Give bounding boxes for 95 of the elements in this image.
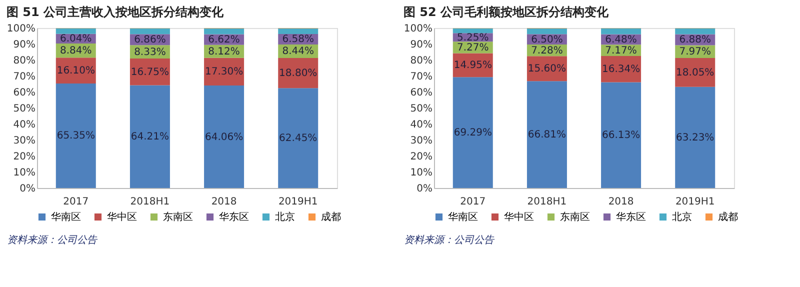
data-label: 16.75% xyxy=(130,66,170,78)
data-label: 65.35% xyxy=(56,130,95,142)
legend-label: 北京 xyxy=(672,211,692,223)
legend-label: 华东区 xyxy=(616,211,646,223)
data-label: 6.58% xyxy=(282,34,314,46)
data-label: 8.44% xyxy=(282,46,314,58)
data-label: 62.45% xyxy=(279,133,318,144)
data-label: 6.88% xyxy=(679,34,711,46)
y-tick-label: 0% xyxy=(20,184,36,194)
y-tick-label: 100% xyxy=(6,24,36,34)
bar xyxy=(278,28,318,34)
data-label: 8.33% xyxy=(134,46,166,58)
bar xyxy=(675,28,716,34)
x-tick-label: 2018 xyxy=(211,196,237,208)
bar xyxy=(601,28,642,34)
data-label: 18.05% xyxy=(676,67,714,78)
legend-label: 华中区 xyxy=(504,211,534,223)
data-label: 66.13% xyxy=(602,130,640,142)
bar xyxy=(130,85,170,188)
bar xyxy=(452,77,493,188)
bar xyxy=(130,28,170,34)
y-tick-label: 80% xyxy=(410,56,432,66)
data-label: 16.34% xyxy=(602,64,640,76)
data-label: 69.29% xyxy=(454,128,492,139)
bar xyxy=(56,28,96,34)
data-label: 5.25% xyxy=(457,32,489,44)
data-label: 6.62% xyxy=(208,34,240,46)
data-label: 64.06% xyxy=(204,132,244,143)
y-tick-label: 50% xyxy=(13,104,36,114)
y-tick-label: 80% xyxy=(13,56,36,66)
data-label: 7.17% xyxy=(605,45,637,56)
y-tick-label: 100% xyxy=(404,24,432,34)
x-tick-label: 2018 xyxy=(608,196,634,208)
legend-label: 华中区 xyxy=(107,211,137,223)
legend-label: 成都 xyxy=(321,211,341,223)
data-label: 6.48% xyxy=(605,34,637,46)
x-tick-label: 2017 xyxy=(63,196,89,208)
y-tick-label: 50% xyxy=(410,104,432,114)
data-label: 6.04% xyxy=(60,34,92,45)
legend-label: 北京 xyxy=(275,211,295,223)
y-tick-label: 30% xyxy=(410,136,432,146)
x-tick-label: 2019H1 xyxy=(675,196,715,208)
legend-label: 东南区 xyxy=(163,211,193,223)
data-label: 64.21% xyxy=(130,132,170,143)
data-label: 6.50% xyxy=(531,34,563,46)
data-label: 7.97% xyxy=(679,46,711,58)
y-tick-label: 90% xyxy=(13,40,36,50)
bar xyxy=(601,82,642,188)
y-tick-label: 60% xyxy=(13,88,36,98)
x-tick-label: 2019H1 xyxy=(278,196,318,208)
text: 资料来源：公司公告 xyxy=(404,234,495,246)
y-tick-label: 40% xyxy=(410,120,432,130)
data-label: 7.27% xyxy=(457,42,489,54)
data-label: 7.28% xyxy=(531,45,563,56)
legend-label: 华南区 xyxy=(51,211,81,223)
bar xyxy=(204,28,244,34)
y-tick-label: 10% xyxy=(410,168,432,178)
data-label: 63.23% xyxy=(676,132,714,144)
x-tick-label: 2018H1 xyxy=(527,196,567,208)
bar xyxy=(452,28,493,34)
bar xyxy=(526,81,567,188)
y-tick-label: 60% xyxy=(410,88,432,98)
data-label: 15.60% xyxy=(528,64,566,75)
data-label: 66.81% xyxy=(528,130,566,141)
y-tick-label: 90% xyxy=(410,40,432,50)
y-tick-label: 20% xyxy=(13,152,36,162)
data-label: 8.84% xyxy=(60,46,92,57)
y-tick-label: 10% xyxy=(13,168,36,178)
bar xyxy=(526,28,567,34)
y-tick-label: 0% xyxy=(416,184,432,194)
y-tick-label: 20% xyxy=(410,152,432,162)
bar xyxy=(204,86,244,188)
data-label: 6.86% xyxy=(134,34,166,46)
y-tick-label: 40% xyxy=(13,120,36,130)
data-label: 17.30% xyxy=(204,66,244,78)
bar xyxy=(56,83,96,188)
y-tick-label: 70% xyxy=(13,72,36,82)
data-label: 16.10% xyxy=(56,66,95,77)
bar xyxy=(130,58,170,86)
x-tick-label: 2018H1 xyxy=(130,196,170,208)
y-tick-label: 30% xyxy=(13,136,36,146)
bar xyxy=(278,88,318,188)
bar xyxy=(675,86,716,188)
y-tick-label: 70% xyxy=(410,72,432,82)
data-label: 18.80% xyxy=(279,68,318,80)
data-label: 8.12% xyxy=(208,46,240,58)
legend-label: 华东区 xyxy=(219,211,249,223)
chart-title: 图 51 公司主营收入按地区拆分结构变化 xyxy=(6,5,224,19)
legend-label: 东南区 xyxy=(560,211,590,223)
x-tick-label: 2017 xyxy=(460,196,486,208)
legend-label: 华南区 xyxy=(448,211,478,223)
data-label: 14.95% xyxy=(454,60,492,72)
legend-label: 成都 xyxy=(718,211,738,223)
chart-title: 图 52 公司毛利额按地区拆分结构变化 xyxy=(403,5,610,19)
text: 资料来源：公司公告 xyxy=(7,234,98,246)
